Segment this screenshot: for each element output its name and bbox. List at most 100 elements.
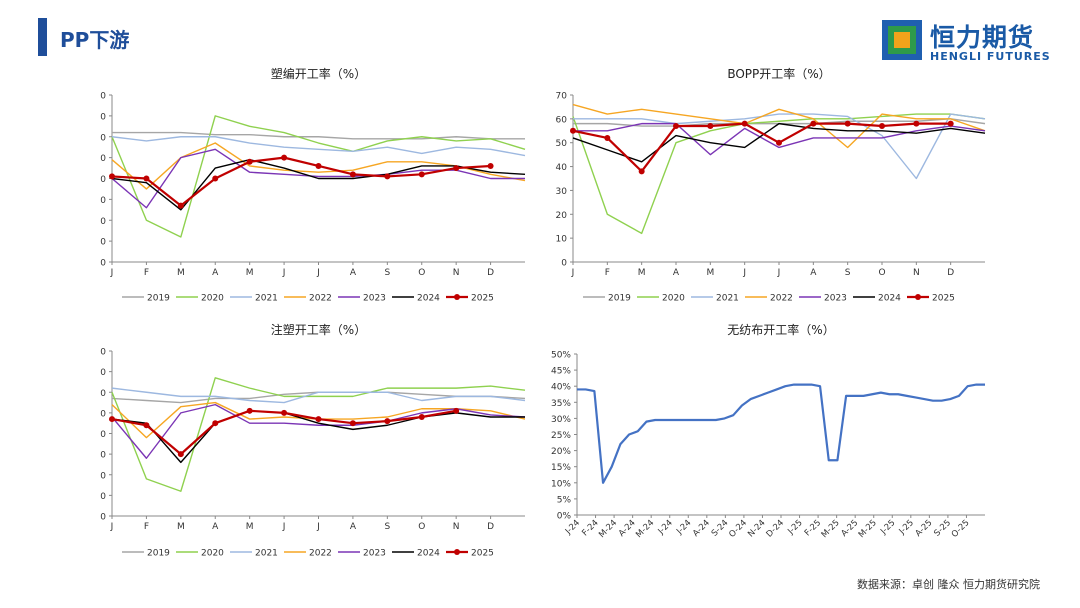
x-tick-label: M-24: [634, 518, 656, 540]
x-tick-label: M: [706, 268, 714, 278]
series-point-2025: [246, 407, 253, 414]
series-point-2025: [487, 162, 494, 169]
legend-marker-2025: [915, 294, 921, 300]
x-tick-label: A-25: [839, 518, 860, 539]
y-tick-label: 50%: [551, 351, 571, 361]
series-point-2025: [384, 173, 391, 180]
x-tick-label: J-24: [656, 518, 675, 537]
legend-label-2019: 2019: [608, 294, 631, 304]
x-tick-label: D-24: [765, 518, 787, 540]
y-tick-label: 10: [556, 235, 568, 245]
x-tick-label: O: [418, 268, 425, 278]
x-tick-label: A: [212, 522, 219, 532]
series-point-2025: [570, 127, 576, 134]
series-point-2025: [177, 202, 184, 209]
y-tick-label: 50: [556, 139, 568, 149]
x-tick-label: F-25: [803, 518, 823, 538]
x-tick-label: O-24: [727, 518, 749, 540]
series-point-2025: [418, 414, 425, 420]
y-tick-label: 80: [100, 92, 106, 102]
x-tick-label: N-24: [746, 518, 767, 539]
series-line-2023: [573, 122, 986, 156]
legend-label-2025: 2025: [471, 549, 494, 559]
legend-label-2021: 2021: [255, 549, 278, 559]
chart-title: 无纺布开工率（%）: [727, 322, 834, 337]
series-point-2025: [315, 162, 322, 169]
series-point-2025: [673, 123, 679, 130]
x-tick-label: M: [638, 268, 646, 278]
y-tick-label: 20: [556, 211, 568, 221]
x-tick-label: M: [177, 268, 185, 278]
x-tick-label: M: [246, 522, 254, 532]
x-tick-label: J: [282, 522, 286, 532]
series-line-2025: [111, 156, 491, 207]
legend-label-2020: 2020: [662, 294, 685, 304]
x-tick-label: J: [571, 268, 575, 278]
y-tick-label: 0%: [557, 512, 572, 522]
x-tick-label: D: [947, 268, 954, 278]
x-tick-label: S: [845, 268, 851, 278]
y-tick-label: 0: [100, 513, 106, 523]
x-tick-label: O: [878, 268, 885, 278]
series-point-2025: [315, 416, 322, 423]
x-tick-label: N: [913, 268, 920, 278]
series-line-2021: [573, 113, 986, 180]
chart-title: 塑编开工率（%）: [271, 66, 366, 81]
series-point-2025: [281, 409, 288, 416]
x-tick-label: N: [453, 522, 460, 532]
legend-label-2023: 2023: [363, 549, 386, 559]
x-tick-label: O: [418, 522, 425, 532]
x-tick-label: M: [177, 522, 185, 532]
series-point-2025: [143, 422, 150, 429]
y-tick-label: 70: [556, 92, 568, 102]
x-tick-label: J: [110, 268, 114, 278]
y-tick-label: 5%: [557, 495, 572, 505]
series-point-2025: [776, 139, 782, 146]
x-tick-label: F: [144, 522, 149, 532]
logo-name-cn: 恒力期货: [930, 23, 1035, 52]
x-tick-label: F: [144, 268, 149, 278]
y-tick-label: 15%: [551, 463, 571, 473]
x-tick-label: J-24: [674, 518, 693, 537]
series-line-2021: [111, 136, 526, 157]
chart-plastic-weaving: 塑编开工率（%） 0 10 20 30 40 50 60 70 80 J F M A M J J A S O N D 201…: [100, 66, 526, 304]
chart-injection-molding: 注塑开工率（%） 0 10 20 30 40 50 60 70 80 J F M A M J J A S O N D 201…: [100, 322, 526, 559]
y-tick-label: 0: [100, 259, 106, 269]
logo-icon: [882, 20, 922, 60]
y-tick-label: 60: [100, 389, 106, 399]
x-tick-label: A: [673, 268, 680, 278]
y-tick-label: 70: [100, 368, 106, 378]
legend-label-2022: 2022: [309, 549, 332, 559]
series-line-2020: [111, 377, 526, 492]
series-point-2025: [349, 171, 356, 178]
series-point-2025: [844, 120, 851, 127]
legend-label-2024: 2024: [417, 294, 440, 304]
x-tick-label: M: [246, 268, 254, 278]
x-tick-label: M-24: [597, 518, 619, 540]
x-tick-label: A: [350, 522, 357, 532]
x-tick-label: J-25: [897, 518, 916, 537]
series-line-2021: [111, 387, 526, 404]
legend-label-2024: 2024: [417, 549, 440, 559]
legend-marker-2025: [454, 294, 460, 300]
legend-label-2021: 2021: [716, 294, 739, 304]
y-tick-label: 50: [100, 409, 106, 419]
y-tick-label: 20: [100, 217, 106, 227]
x-tick-label: A: [810, 268, 817, 278]
y-tick-label: 10: [100, 492, 106, 502]
y-tick-label: 30: [556, 187, 568, 197]
legend-label-2022: 2022: [770, 294, 793, 304]
legend-marker-2025: [454, 549, 460, 555]
legend-label-2020: 2020: [201, 294, 224, 304]
chart-title: BOPP开工率（%）: [727, 66, 830, 81]
y-tick-label: 30: [100, 196, 106, 206]
x-tick-label: N: [453, 268, 460, 278]
y-tick-label: 40%: [551, 383, 571, 393]
x-tick-label: F-24: [580, 518, 600, 538]
legend-label-2019: 2019: [147, 294, 170, 304]
series-point-2025: [604, 134, 611, 141]
legend-label-2023: 2023: [824, 294, 847, 304]
company-logo: 恒力期货 HENGLI FUTURES: [882, 16, 1057, 64]
legend-label-2020: 2020: [201, 549, 224, 559]
series-line-2024: [572, 122, 986, 163]
